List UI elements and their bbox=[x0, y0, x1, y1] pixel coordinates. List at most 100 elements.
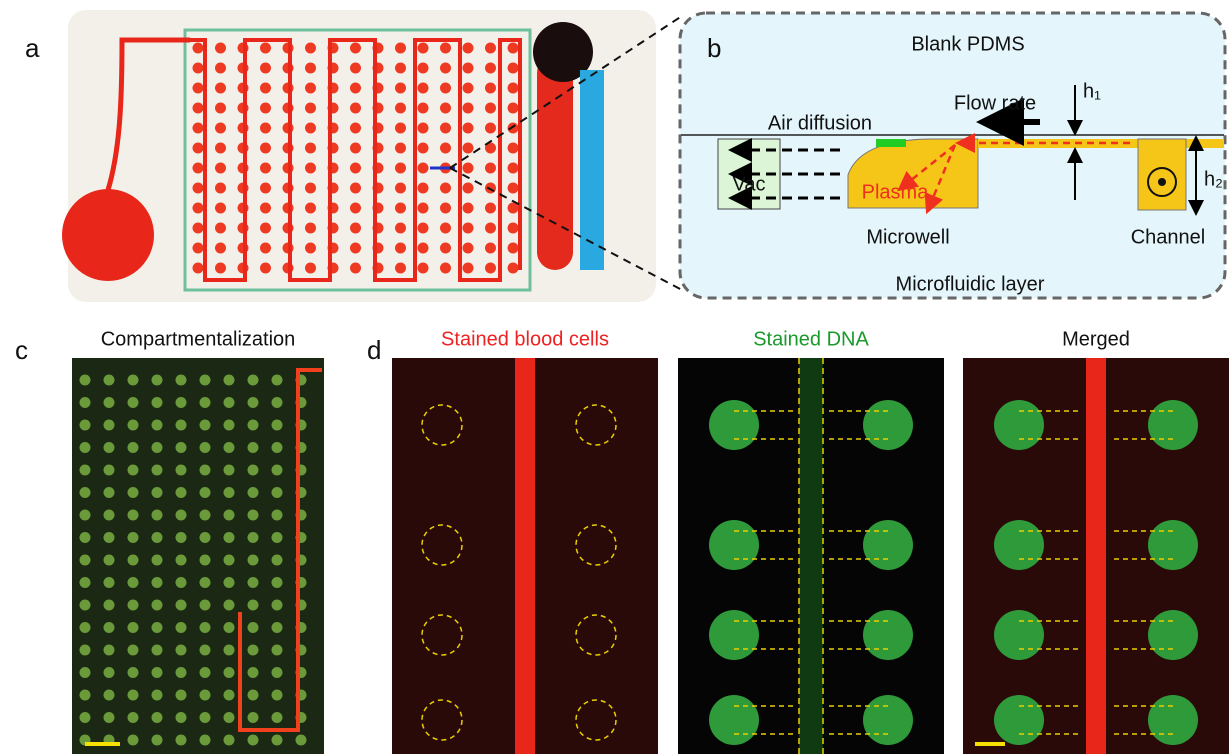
well bbox=[271, 712, 283, 723]
well bbox=[507, 102, 519, 114]
well bbox=[507, 242, 519, 254]
well bbox=[507, 202, 519, 214]
well bbox=[223, 689, 235, 701]
well bbox=[305, 242, 316, 254]
well bbox=[79, 509, 91, 521]
well bbox=[247, 599, 259, 611]
well bbox=[223, 419, 235, 431]
well bbox=[440, 202, 451, 214]
well-outline bbox=[421, 699, 463, 741]
arrow bbox=[924, 144, 957, 215]
well bbox=[260, 82, 271, 94]
well bbox=[260, 262, 271, 274]
well bbox=[103, 622, 115, 633]
well bbox=[127, 532, 139, 543]
well bbox=[260, 222, 271, 234]
well bbox=[485, 262, 496, 274]
well bbox=[103, 464, 115, 476]
channel bbox=[1086, 358, 1106, 754]
panel-title: Compartmentalization bbox=[101, 328, 296, 350]
well bbox=[247, 622, 259, 633]
well bbox=[192, 62, 204, 74]
well bbox=[199, 554, 211, 566]
label: Flow rate bbox=[954, 92, 1036, 114]
well bbox=[215, 202, 226, 214]
well bbox=[151, 667, 163, 678]
well bbox=[440, 262, 451, 274]
well bbox=[417, 62, 429, 74]
well bbox=[507, 42, 519, 54]
well bbox=[127, 734, 139, 746]
well bbox=[127, 599, 139, 611]
well bbox=[215, 182, 226, 194]
panel-title: Stained blood cells bbox=[441, 328, 609, 350]
well bbox=[192, 82, 204, 94]
well bbox=[151, 487, 163, 498]
well bbox=[994, 520, 1044, 570]
well bbox=[103, 487, 115, 498]
well bbox=[223, 374, 235, 386]
well bbox=[199, 577, 211, 588]
well bbox=[709, 400, 759, 450]
well bbox=[350, 42, 361, 54]
well bbox=[127, 442, 139, 453]
well bbox=[192, 262, 204, 274]
well bbox=[175, 509, 187, 521]
well bbox=[417, 122, 429, 134]
well bbox=[462, 82, 474, 94]
well bbox=[271, 667, 283, 678]
well bbox=[175, 689, 187, 701]
well bbox=[192, 182, 204, 194]
well bbox=[440, 82, 451, 94]
well bbox=[151, 532, 163, 543]
well bbox=[127, 397, 139, 408]
well bbox=[199, 667, 211, 678]
well bbox=[395, 82, 406, 94]
well bbox=[462, 182, 474, 194]
cell bbox=[1147, 167, 1177, 197]
well bbox=[215, 222, 226, 234]
well bbox=[215, 82, 226, 94]
well bbox=[127, 622, 139, 633]
well bbox=[350, 82, 361, 94]
well bbox=[199, 419, 211, 431]
image-row: Stained blood cells Stained DNA Merged bbox=[392, 328, 1229, 754]
well bbox=[199, 374, 211, 386]
label: Vac bbox=[733, 173, 766, 195]
well bbox=[395, 242, 406, 254]
well bbox=[199, 532, 211, 543]
well bbox=[1148, 610, 1198, 660]
well bbox=[417, 42, 429, 54]
well bbox=[192, 242, 204, 254]
zoom-line bbox=[449, 15, 683, 169]
well bbox=[395, 162, 406, 174]
well bbox=[462, 162, 474, 174]
well bbox=[417, 102, 429, 114]
well bbox=[507, 182, 519, 194]
well bbox=[215, 42, 226, 54]
outlet-channel bbox=[537, 55, 573, 270]
well-outline bbox=[421, 524, 463, 566]
well bbox=[462, 42, 474, 54]
well bbox=[103, 577, 115, 588]
well bbox=[151, 689, 163, 701]
well bbox=[485, 182, 496, 194]
well bbox=[192, 122, 204, 134]
well bbox=[260, 202, 271, 214]
well bbox=[271, 577, 283, 588]
well bbox=[215, 142, 226, 154]
well bbox=[79, 712, 91, 723]
well-outline bbox=[575, 524, 617, 566]
well bbox=[350, 122, 361, 134]
well bbox=[223, 577, 235, 588]
well bbox=[247, 397, 259, 408]
well bbox=[305, 82, 316, 94]
panel-title: Merged bbox=[1062, 328, 1130, 350]
well bbox=[103, 397, 115, 408]
well bbox=[485, 82, 496, 94]
well bbox=[863, 695, 913, 745]
well bbox=[127, 509, 139, 521]
well bbox=[192, 42, 204, 54]
well bbox=[215, 262, 226, 274]
label: h₂ bbox=[1204, 168, 1223, 190]
